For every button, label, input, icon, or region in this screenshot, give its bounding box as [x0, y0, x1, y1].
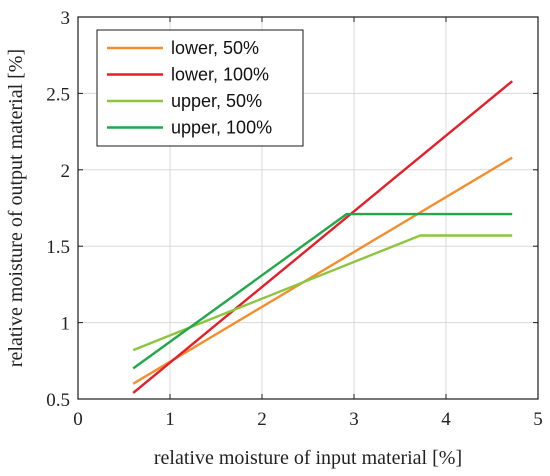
- y-tick-label: 0.5: [46, 390, 70, 411]
- x-tick-label: 4: [441, 409, 451, 430]
- legend-label: lower, 50%: [171, 38, 259, 58]
- series-line-3: [132, 234, 513, 352]
- y-tick-label: 1.5: [46, 237, 70, 258]
- plot-frame: [77, 16, 539, 400]
- series-line-4: [132, 212, 513, 370]
- x-axis-label: relative moisture of input material [%]: [154, 447, 462, 469]
- y-axis-label: relative moisture of output material [%]: [5, 49, 27, 367]
- x-tick-label: 5: [533, 409, 543, 430]
- x-tick-label: 2: [257, 409, 267, 430]
- x-tick-label: 3: [349, 409, 359, 430]
- series-line-2: [132, 80, 513, 394]
- y-tick-label: 2.5: [46, 84, 70, 105]
- legend-label: upper, 100%: [171, 118, 272, 138]
- y-tick-labels: 0.5 1 1.5 2 2.5 3: [46, 8, 70, 411]
- x-tick-labels: 0 1 2 3 4 5: [73, 409, 543, 430]
- x-tick-label: 1: [165, 409, 175, 430]
- tick-marks: [77, 16, 539, 400]
- series-line-1: [132, 156, 513, 385]
- y-tick-label: 3: [61, 8, 71, 29]
- x-tick-label: 0: [73, 409, 83, 430]
- series-lines: [132, 80, 513, 394]
- legend: lower, 50% lower, 100% upper, 50% upper, 10…: [96, 29, 304, 147]
- legend-label: lower, 100%: [171, 65, 269, 85]
- legend-label: upper, 50%: [171, 91, 262, 111]
- y-tick-label: 2: [61, 161, 71, 182]
- y-tick-label: 1: [61, 314, 71, 335]
